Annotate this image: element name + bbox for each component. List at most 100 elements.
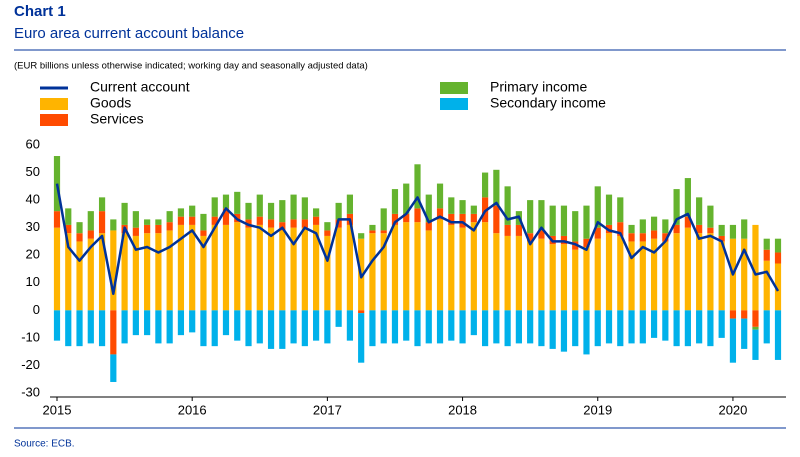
bar-segment: [436, 310, 444, 344]
bar-segment: [583, 310, 590, 355]
bar-segment: [121, 233, 128, 311]
bar-segment: [380, 230, 387, 234]
bar-segment: [414, 164, 421, 209]
bar-segment: [76, 233, 83, 242]
legend-swatch: [440, 82, 468, 94]
bar-segment: [538, 238, 545, 311]
bar-segment: [267, 219, 275, 228]
bar-segment: [403, 310, 410, 341]
bar-segment: [53, 156, 61, 212]
bar-segment: [493, 205, 500, 234]
bar-segment: [391, 213, 399, 225]
bar-segment: [166, 211, 173, 223]
bar-segment: [279, 310, 286, 349]
bar-segment: [166, 230, 173, 311]
bar-segment: [414, 310, 421, 347]
y-tick-label: -20: [21, 357, 40, 372]
bar-segment: [549, 310, 556, 349]
bar-segment: [448, 224, 455, 311]
bar-segment: [718, 310, 725, 338]
bar-segment: [538, 310, 545, 347]
bar-segment: [369, 233, 376, 311]
bar-segment: [493, 233, 500, 311]
bar-segment: [538, 200, 545, 231]
bar-segment: [605, 310, 613, 344]
bar-segment: [594, 310, 601, 347]
subtitle: (EUR billions unless otherwise indicated…: [14, 61, 368, 72]
bar-segment: [481, 222, 489, 311]
bar-segment: [459, 200, 466, 214]
bar-segment: [684, 178, 691, 217]
bar-segment: [132, 235, 139, 311]
bar-segment: [189, 224, 196, 311]
bar-segment: [459, 213, 466, 228]
bar-segment: [696, 233, 703, 311]
legend-swatch: [440, 98, 468, 110]
bar-segment: [53, 227, 61, 311]
bar-segment: [166, 222, 173, 231]
bar-segment: [391, 189, 399, 214]
bar-segment: [504, 235, 511, 311]
bar-segment: [583, 246, 590, 311]
legend-label: Goods: [90, 95, 131, 111]
bar-segment: [98, 197, 106, 212]
bar-segment: [481, 172, 489, 198]
bar-segment: [346, 194, 354, 214]
bar-segment: [53, 211, 61, 228]
bar-segment: [774, 263, 782, 311]
bar-segment: [459, 227, 466, 311]
bar-segment: [425, 310, 432, 344]
bar-segment: [267, 202, 275, 220]
bar-segment: [583, 205, 590, 239]
legend-label: Secondary income: [490, 95, 606, 111]
bar-segment: [741, 310, 748, 319]
bar-segment: [583, 238, 590, 247]
bar-segment: [515, 235, 522, 311]
bar-segment: [436, 208, 444, 220]
bar-segment: [639, 310, 646, 344]
bar-segment: [301, 227, 308, 311]
bar-segment: [774, 310, 782, 360]
bar-segment: [470, 310, 477, 336]
bar-segment: [222, 224, 230, 311]
bar-segment: [234, 191, 241, 214]
bar-segment: [639, 241, 646, 311]
bar-segment: [177, 310, 185, 336]
chart-label: Chart 1: [14, 3, 66, 20]
bar-segment: [718, 241, 725, 311]
bar-segment: [617, 310, 624, 347]
bar-segment: [470, 222, 477, 311]
bar-segment: [211, 224, 218, 311]
bar-segment: [549, 205, 556, 236]
y-tick-label: 30: [26, 219, 40, 234]
bar-segment: [346, 310, 354, 341]
bar-segment: [87, 211, 94, 231]
bar-segment: [211, 216, 218, 225]
bar-segment: [763, 310, 770, 344]
bar-segment: [290, 227, 297, 311]
bar-segment: [189, 310, 196, 333]
bar-segment: [741, 238, 748, 311]
bar-segment: [414, 222, 421, 311]
bar-segment: [391, 310, 399, 344]
bar-segment: [504, 224, 511, 236]
bar-segment: [313, 216, 320, 225]
legend-swatch: [40, 114, 68, 126]
x-tick-label: 2018: [448, 402, 477, 417]
bar-segment: [538, 230, 545, 239]
bar-segment: [110, 354, 117, 382]
legend-label: Primary income: [490, 79, 587, 95]
bar-segment: [200, 213, 207, 231]
bar-segment: [155, 310, 162, 344]
bar-segment: [369, 230, 376, 234]
bar-segment: [684, 227, 691, 311]
bar-segment: [132, 211, 139, 228]
bar-segment: [313, 224, 320, 311]
bar-segment: [245, 202, 252, 220]
bar-segment: [132, 227, 139, 236]
bar-segment: [527, 310, 534, 344]
bar-segment: [403, 183, 410, 214]
bar-segment: [335, 202, 342, 220]
bar-segment: [222, 208, 230, 225]
bar-segment: [155, 219, 162, 225]
